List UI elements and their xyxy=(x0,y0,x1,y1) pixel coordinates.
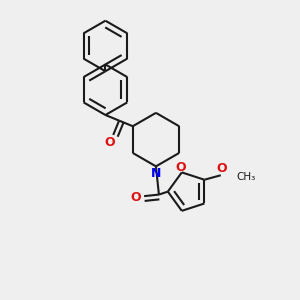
Text: O: O xyxy=(105,136,116,149)
Text: O: O xyxy=(175,160,186,173)
Text: O: O xyxy=(130,190,141,203)
Text: O: O xyxy=(216,162,226,175)
Text: N: N xyxy=(151,167,161,180)
Text: CH₃: CH₃ xyxy=(236,172,255,182)
